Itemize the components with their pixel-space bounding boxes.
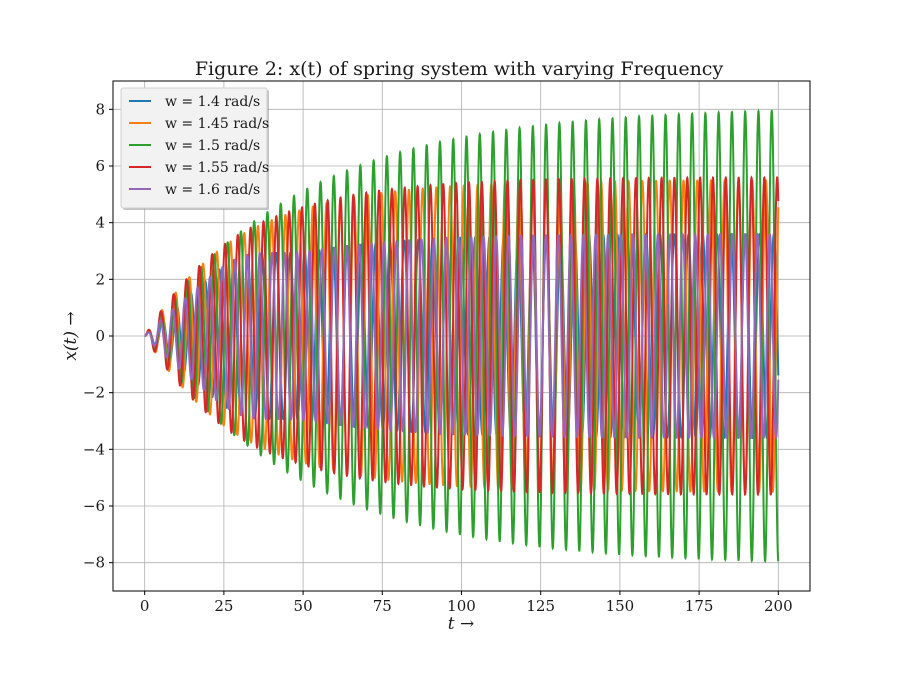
y-tick-label: −6 — [83, 497, 105, 515]
chart-title: Figure 2: x(t) of spring system with var… — [195, 58, 724, 80]
x-tick-label: 25 — [214, 597, 233, 615]
legend-label: w = 1.5 rad/s — [165, 138, 260, 154]
legend-label: w = 1.4 rad/s — [165, 94, 260, 110]
y-axis-label: x(t) → — [61, 311, 81, 360]
series-line — [144, 175, 780, 497]
legend-box — [120, 87, 268, 209]
x-tick-label: 0 — [140, 597, 150, 615]
y-tick-label: 8 — [95, 100, 105, 118]
y-tick-label: 0 — [95, 327, 105, 345]
y-tick-label: 4 — [95, 214, 105, 232]
legend-label: w = 1.45 rad/s — [165, 116, 269, 132]
x-tick-label: 175 — [685, 597, 714, 615]
x-tick-label: 125 — [526, 597, 555, 615]
series-layer — [144, 108, 780, 564]
x-tick-label: 150 — [606, 597, 635, 615]
x-tick-label: 100 — [447, 597, 476, 615]
legend-label: w = 1.6 rad/s — [165, 182, 260, 198]
x-tick-label: 50 — [294, 597, 313, 615]
y-tick-label: −8 — [83, 554, 105, 572]
y-tick-label: −2 — [83, 384, 105, 402]
legend: w = 1.4 rad/s w = 1.45 rad/s w = 1.5 rad/s… — [120, 87, 269, 210]
y-tick-label: 2 — [95, 270, 105, 288]
y-axis-ticks: −8 −6 −4 −2 0 2 4 6 8 — [83, 100, 113, 572]
x-tick-label: 75 — [373, 597, 392, 615]
y-tick-label: 6 — [95, 157, 105, 175]
x-axis-label: t → — [448, 614, 474, 634]
y-tick-label: −4 — [83, 440, 105, 458]
x-axis-ticks: 0 25 50 75 100 125 150 175 200 — [140, 591, 793, 615]
series-line — [144, 232, 780, 440]
x-tick-label: 200 — [764, 597, 793, 615]
legend-label: w = 1.55 rad/s — [165, 160, 269, 176]
